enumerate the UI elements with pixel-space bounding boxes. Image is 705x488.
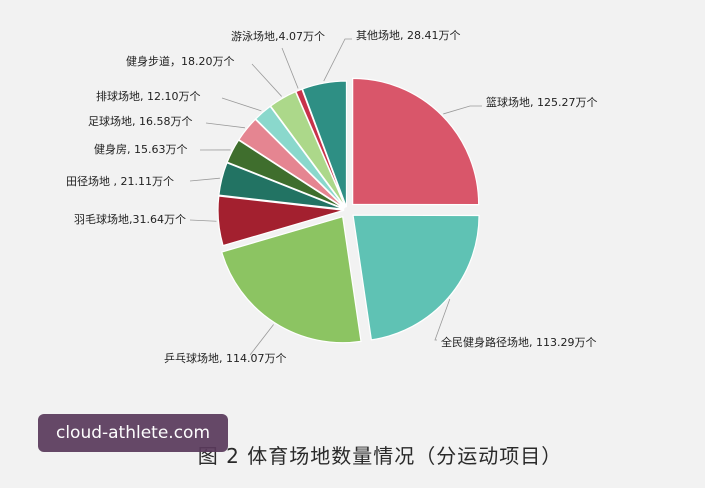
leader-line-7: [205, 122, 246, 129]
slice-label-9: 健身步道，18.20万个: [126, 54, 235, 68]
slice-label-3: 乒乓球场地, 114.07万个: [164, 351, 286, 365]
slice-label-11: 其他场地, 28.41万个: [356, 28, 460, 42]
pie-slice-6[interactable]: [226, 139, 345, 210]
leader-line-11: [323, 38, 352, 82]
leader-line-10: [281, 47, 299, 89]
slice-label-10: 游泳场地,4.07万个: [231, 29, 325, 43]
slice-label-6: 健身房, 15.63万个: [94, 142, 187, 156]
slice-label-5: 田径场地 , 21.11万个: [66, 174, 174, 188]
slice-label-7: 足球场地, 16.58万个: [88, 114, 192, 128]
pie-slice-4[interactable]: [217, 195, 345, 247]
watermark-badge[interactable]: cloud-athlete.com: [38, 414, 228, 452]
slice-label-2: 全民健身路径场地, 113.29万个: [441, 335, 596, 349]
pie-slice-2[interactable]: [352, 214, 480, 341]
leader-line-9: [251, 63, 282, 97]
leader-line-3: [249, 324, 274, 356]
slice-label-4: 羽毛球场地,31.64万个: [74, 212, 186, 226]
leader-line-5: [189, 177, 220, 182]
leader-line-8: [221, 97, 262, 112]
pie-slice-3[interactable]: [220, 215, 362, 344]
pie-slice-10[interactable]: [295, 88, 347, 208]
pie-slice-1[interactable]: [352, 77, 480, 206]
leader-line-4: [189, 219, 217, 222]
slice-label-8: 排球场地, 12.10万个: [96, 89, 200, 103]
chart-caption: 图 2 体育场地数量情况（分运动项目）: [197, 444, 563, 468]
pie-slice-5[interactable]: [218, 161, 345, 210]
pie-slice-11[interactable]: [301, 80, 348, 208]
leader-line-2: [434, 298, 451, 341]
leader-line-1: [443, 105, 482, 115]
slice-label-1: 篮球场地, 125.27万个: [486, 95, 597, 109]
